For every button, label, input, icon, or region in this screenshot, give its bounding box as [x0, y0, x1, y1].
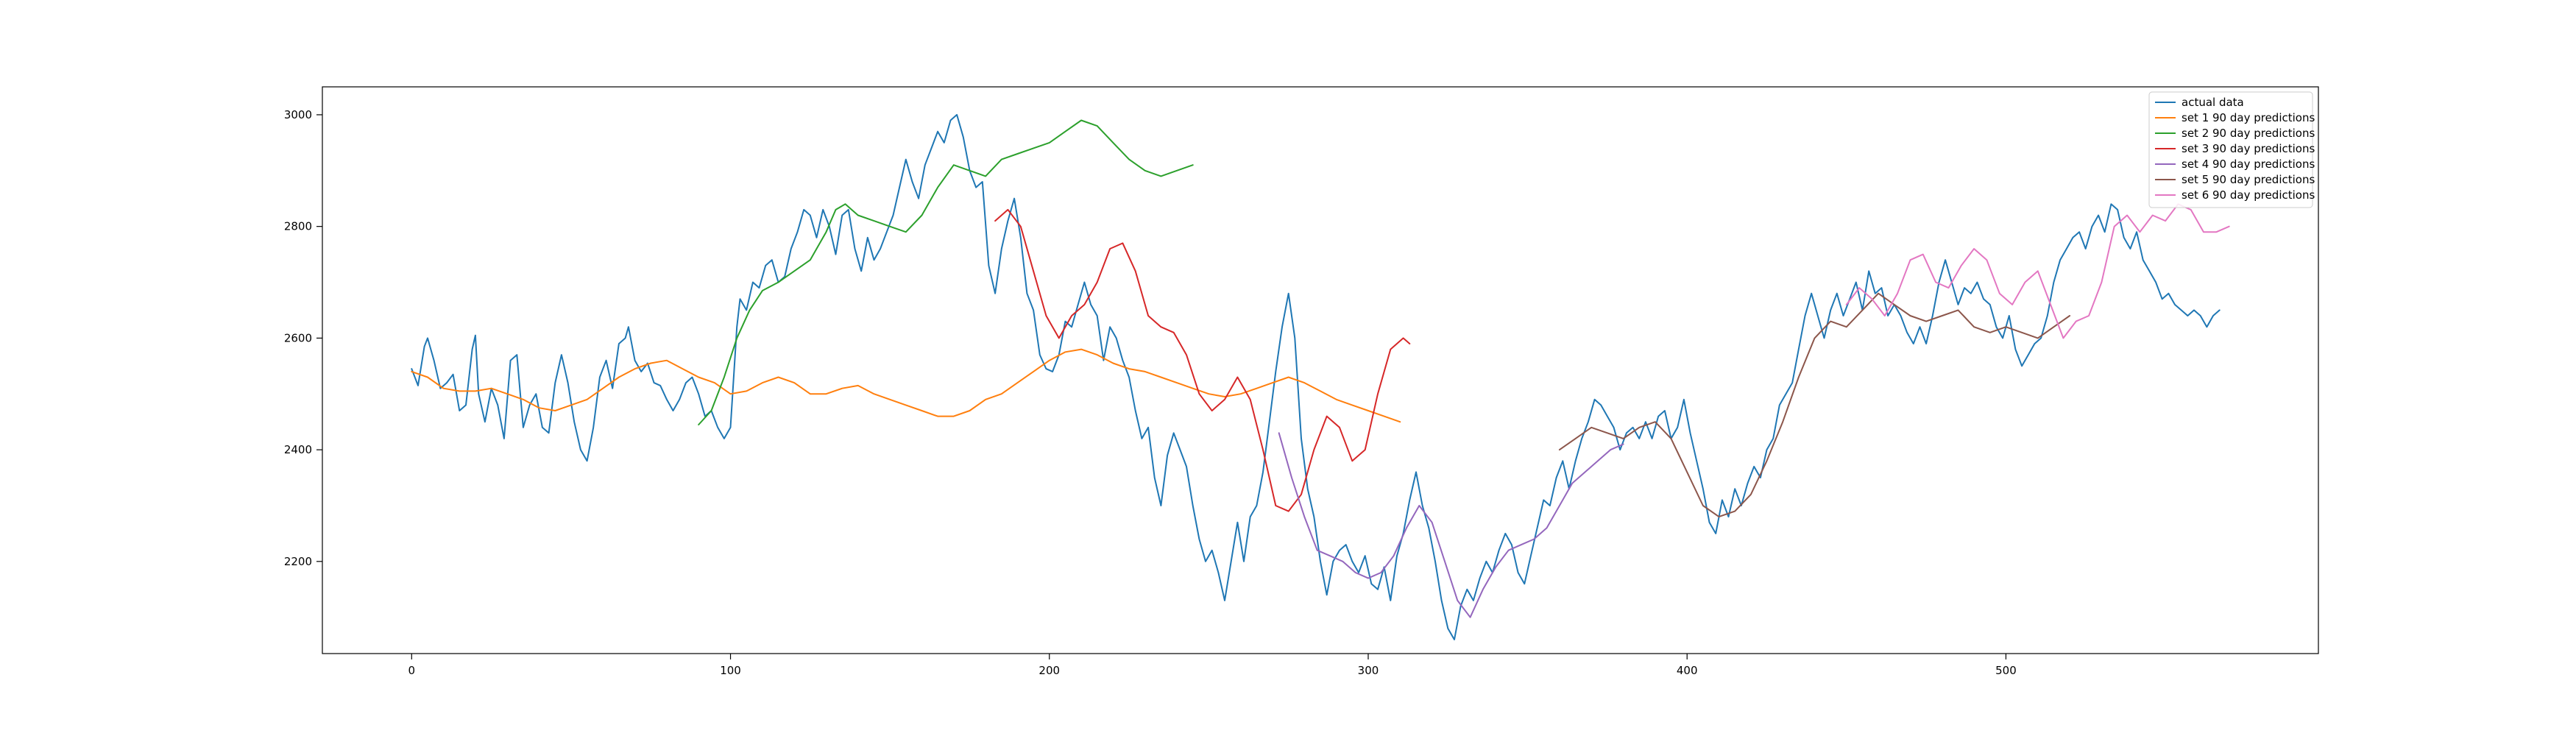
- series-line-1: [411, 113, 2221, 640]
- x-tick-label: 200: [1038, 664, 1060, 677]
- x-tick-label: 0: [408, 664, 416, 677]
- legend: actual data set 1 90 day predictions set 2…: [2148, 91, 2315, 208]
- series-line-6: [1558, 292, 2071, 518]
- y-tick-label: 2200: [284, 555, 312, 568]
- legend-label: set 4 90 day predictions: [2182, 158, 2315, 171]
- x-axis: 0 100 200 300 400 500: [408, 654, 2017, 677]
- series-line-4: [994, 208, 1411, 512]
- x-tick-label: 300: [1358, 664, 1379, 677]
- series-line-3: [698, 119, 1194, 425]
- series-layer: [411, 113, 2230, 640]
- legend-label: set 5 90 day predictions: [2182, 173, 2315, 186]
- series-line-5: [1278, 432, 1624, 618]
- series-line-2: [411, 348, 1401, 423]
- legend-label: set 3 90 day predictions: [2182, 142, 2315, 155]
- x-tick-label: 500: [1995, 664, 2017, 677]
- y-tick-label: 3000: [284, 108, 312, 121]
- legend-label: set 6 90 day predictions: [2182, 188, 2315, 202]
- plot-area: [322, 86, 2319, 654]
- legend-label: set 2 90 day predictions: [2182, 127, 2315, 140]
- y-tick-label: 2400: [284, 443, 312, 456]
- legend-label: actual data: [2182, 96, 2244, 109]
- y-tick-label: 2800: [284, 220, 312, 233]
- x-tick-label: 100: [720, 664, 741, 677]
- legend-label: set 1 90 day predictions: [2182, 111, 2315, 124]
- x-tick-label: 400: [1677, 664, 1698, 677]
- y-tick-label: 2600: [284, 331, 312, 344]
- y-axis: 2200 2400 2600 2800 3000: [284, 108, 322, 568]
- legend-box: [2148, 91, 2313, 208]
- series-line-7: [1845, 203, 2230, 339]
